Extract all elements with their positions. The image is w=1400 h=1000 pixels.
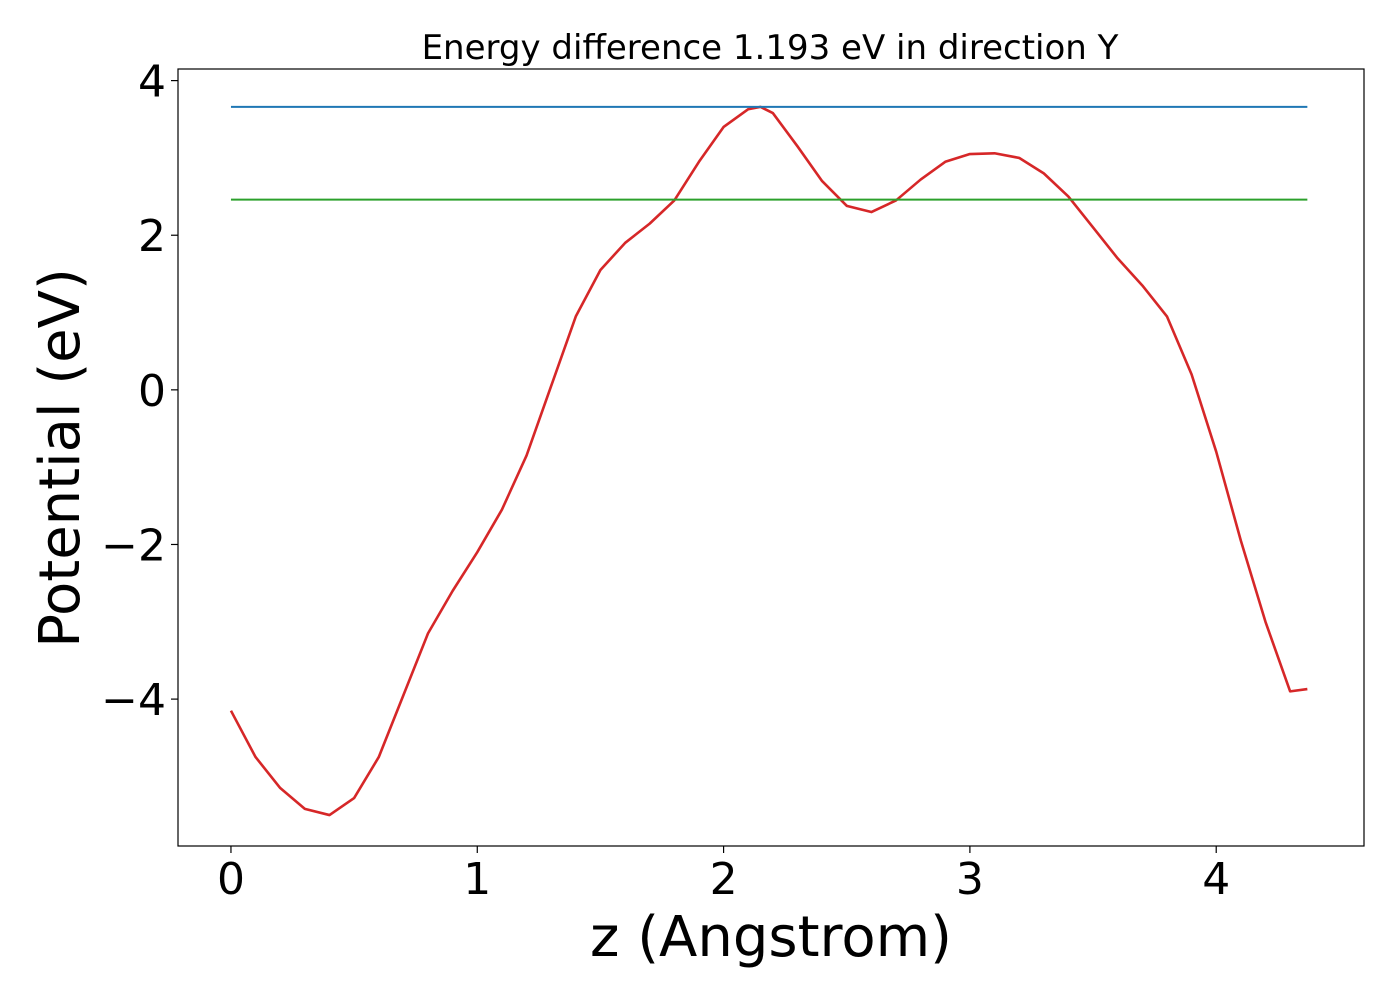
y-axis-ticks: −4 −2 0 2 4 — [101, 57, 178, 726]
y-tick-label: −2 — [101, 520, 166, 571]
y-tick-label: 0 — [138, 366, 166, 417]
plot-frame — [177, 68, 1365, 847]
series-layer — [229, 105, 1308, 817]
x-tick-label: 4 — [1202, 854, 1230, 905]
chart-title: Energy difference 1.193 eV in direction … — [422, 28, 1119, 68]
x-axis-label: z (Angstrom) — [590, 905, 952, 970]
y-axis-label: Potential (eV) — [28, 268, 93, 648]
y-tick-label: −4 — [101, 675, 166, 726]
x-axis-ticks: 0 1 2 3 4 — [217, 846, 1230, 905]
x-tick-label: 1 — [463, 854, 491, 905]
y-tick-label: 4 — [138, 57, 166, 108]
y-tick-label: 2 — [138, 211, 166, 262]
series-line-0 — [229, 105, 1308, 817]
x-tick-label: 2 — [710, 854, 738, 905]
x-tick-label: 3 — [956, 854, 984, 905]
x-tick-label: 0 — [217, 854, 245, 905]
